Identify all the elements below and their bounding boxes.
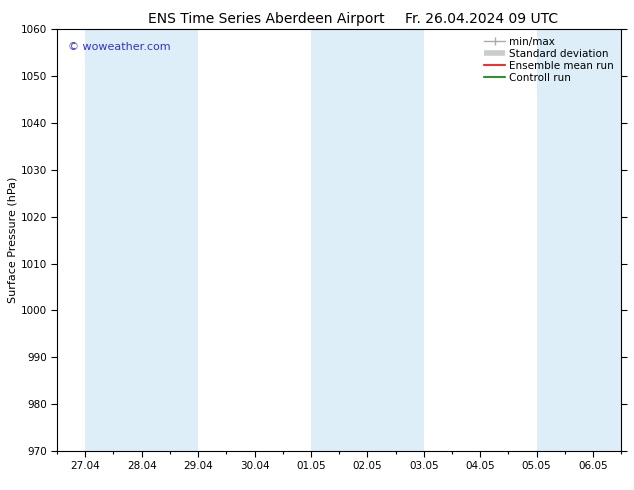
Bar bbox=[311, 29, 424, 451]
Text: ENS Time Series Aberdeen Airport: ENS Time Series Aberdeen Airport bbox=[148, 12, 385, 26]
Bar bbox=[85, 29, 198, 451]
Text: Fr. 26.04.2024 09 UTC: Fr. 26.04.2024 09 UTC bbox=[405, 12, 559, 26]
Y-axis label: Surface Pressure (hPa): Surface Pressure (hPa) bbox=[8, 177, 18, 303]
Bar bbox=[536, 29, 621, 451]
Legend: min/max, Standard deviation, Ensemble mean run, Controll run: min/max, Standard deviation, Ensemble me… bbox=[482, 35, 616, 85]
Text: © woweather.com: © woweather.com bbox=[68, 42, 171, 52]
